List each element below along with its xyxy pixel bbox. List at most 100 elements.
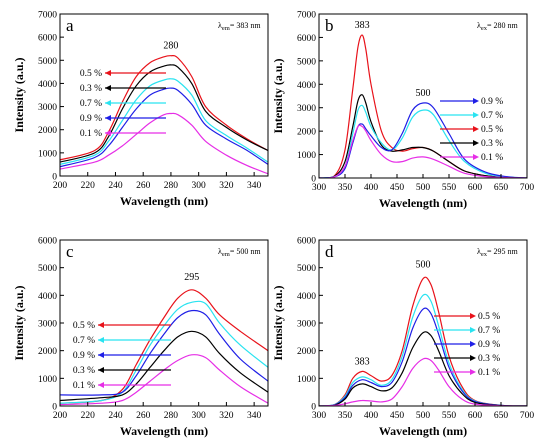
x-tick-label: 450 [390,183,405,193]
panel-a: 200 220 240 260 280 300 320 340 0 1000 2000 3000 400… [12,11,269,208]
x-tick-label: 220 [81,181,96,191]
series-line-d-1 [319,293,527,406]
legend-label: 0.5 % [478,312,500,322]
legend-label: 0.9 % [481,97,503,107]
legend-arrow-head [473,98,479,104]
legend-arrow-head [473,140,479,146]
peak-label: 383 [355,20,370,31]
x-tick-label: 320 [219,411,234,421]
legend-label: 0.7 % [73,336,95,346]
x-tick-label: 320 [219,181,234,191]
x-tick-label: 600 [468,411,483,421]
legend-label: 0.9 % [73,351,95,361]
y-tick-label: 2000 [297,347,316,357]
y-tick-label: 0 [52,173,57,183]
y-tick-label: 0 [311,403,316,413]
legend-label: 0.7 % [80,99,102,109]
series-line-a-2 [60,78,268,165]
legend-arrow-head [105,70,111,76]
y-tick-label: 5000 [38,264,57,274]
series-line-b-1 [319,94,527,178]
peak-label: 295 [184,272,199,283]
x-tick-label: 340 [247,181,262,191]
x-tick-label: 350 [338,411,353,421]
y-tick-label: 6000 [38,34,57,44]
x-axis-label: Wavelength (nm) [120,194,208,208]
legend-arrow-head [470,313,476,319]
x-tick-label: 280 [164,181,179,191]
legend-arrow-head [105,100,111,106]
series-line-d-2 [319,307,527,406]
legend-arrow-head [473,112,479,118]
y-tick-label: 6000 [297,34,316,44]
legend-arrow-head [470,327,476,333]
panel-letter: b [325,16,334,35]
y-tick-label: 0 [52,403,57,413]
x-tick-label: 340 [247,411,262,421]
y-tick-label: 1000 [38,149,57,159]
y-tick-label: 4000 [38,292,57,302]
x-tick-label: 400 [364,183,379,193]
x-tick-label: 600 [468,183,483,193]
series-line-d-0 [319,276,527,406]
peak-label: 500 [416,88,431,99]
legend-label: 0.1 % [478,368,500,378]
y-tick-label: 3000 [38,320,57,330]
y-tick-label: 4000 [297,292,316,302]
legend-label: 0.7 % [481,111,503,121]
x-tick-label: 300 [312,411,327,421]
x-tick-label: 300 [192,411,207,421]
x-tick-label: 550 [442,183,457,193]
y-tick-label: 6000 [38,237,57,247]
y-tick-label: 7000 [38,11,57,21]
legend-arrow-head [473,154,479,160]
y-tick-label: 3000 [297,104,316,114]
legend-label: 0.1 % [73,381,95,391]
legend-label: 0.5 % [481,125,503,135]
y-axis-label: Intensity (a.u.) [12,285,26,360]
legend-arrow-head [105,130,111,136]
wavelength-note: λex= 295 nm [477,247,519,258]
series-line-b-4 [319,124,527,178]
y-tick-label: 3000 [38,103,57,113]
y-tick-label: 7000 [297,11,316,21]
y-tick-label: 6000 [297,237,316,247]
legend-label: 0.1 % [481,153,503,163]
peak-label: 383 [355,357,370,368]
legend-arrow-head [473,126,479,132]
series-line-d-4 [319,357,527,406]
x-tick-label: 500 [416,183,431,193]
legend-label: 0.7 % [478,326,500,336]
x-axis-label: Wavelength (nm) [379,424,467,438]
y-tick-label: 5000 [38,57,57,67]
x-tick-label: 200 [53,411,68,421]
panel-c: 200 220 240 260 280 300 320 340 0 1000 2000 3000 400… [12,237,269,438]
x-tick-label: 400 [364,411,379,421]
y-tick-label: 2000 [38,347,57,357]
legend-label: 0.3 % [73,366,95,376]
panel-d: 300 350 400 450 500 550 600 650 700 0 1000 2000 3000… [271,237,534,439]
legend-label: 0.5 % [73,321,95,331]
x-tick-label: 300 [312,183,327,193]
x-tick-label: 260 [136,181,151,191]
y-axis-label: Intensity (a.u.) [271,58,285,133]
panel-letter: c [66,242,74,261]
y-tick-label: 1000 [297,375,316,385]
y-tick-label: 4000 [297,81,316,91]
x-tick-label: 700 [520,183,535,193]
series-line-c-0 [60,289,268,404]
legend-label: 0.5 % [80,69,102,79]
x-tick-label: 650 [494,183,509,193]
plot-frame [59,13,269,177]
panel-letter: d [325,242,334,261]
series-line-c-3 [60,330,268,402]
legend-label: 0.9 % [478,340,500,350]
x-tick-label: 220 [81,411,96,421]
legend-label: 0.3 % [80,84,102,94]
y-tick-label: 1000 [38,375,57,385]
legend-arrow-head [470,341,476,347]
series-line-a-0 [60,54,268,161]
legend-arrow-head [98,367,104,373]
x-tick-label: 450 [390,411,405,421]
